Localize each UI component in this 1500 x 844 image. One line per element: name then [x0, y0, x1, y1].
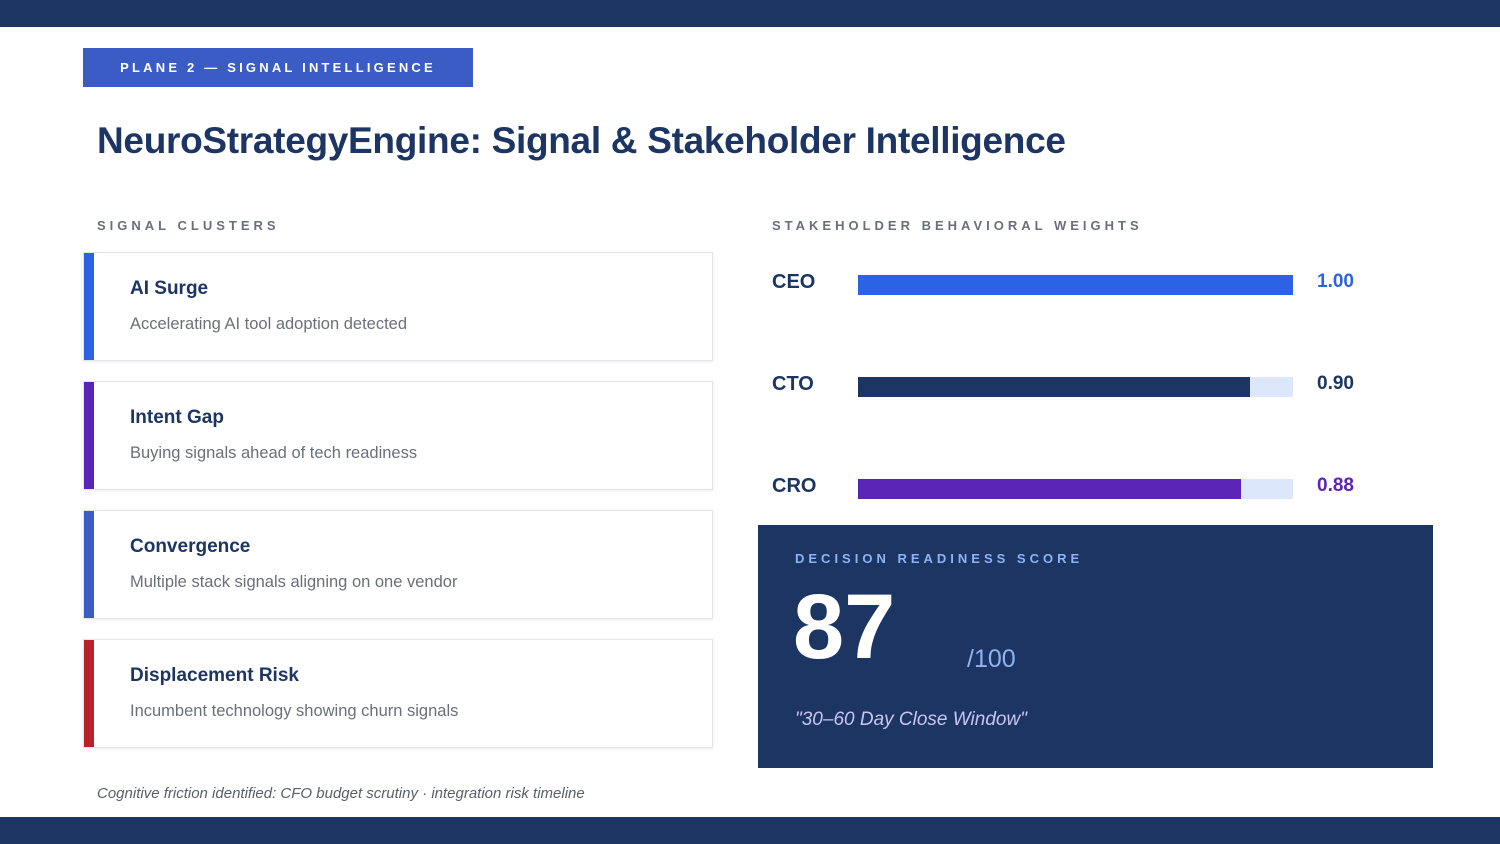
weight-value: 0.90 — [1317, 373, 1354, 394]
page-title: NeuroStrategyEngine: Signal & Stakeholde… — [97, 120, 1066, 161]
cluster-title: Convergence — [130, 536, 251, 557]
readiness-score-max: /100 — [967, 645, 1016, 673]
stakeholder-weights-label: STAKEHOLDER BEHAVIORAL WEIGHTS — [772, 218, 1143, 233]
cluster-card-displacement-risk: Displacement Risk Incumbent technology s… — [83, 639, 713, 748]
cluster-card-intent-gap: Intent Gap Buying signals ahead of tech … — [83, 381, 713, 490]
weight-bar-fill — [858, 479, 1241, 499]
plane-badge: PLANE 2 — SIGNAL INTELLIGENCE — [83, 48, 473, 87]
weight-bar-fill — [858, 377, 1250, 397]
top-bar — [0, 0, 1500, 27]
weight-value: 0.88 — [1317, 475, 1354, 496]
weight-bar-fill — [858, 275, 1293, 295]
weight-value: 1.00 — [1317, 271, 1354, 292]
stakeholder-row-ceo: CEO 1.00 — [772, 271, 1372, 301]
weight-bar-track — [858, 377, 1293, 397]
close-window-quote: "30–60 Day Close Window" — [795, 709, 1027, 730]
cluster-card-ai-surge: AI Surge Accelerating AI tool adoption d… — [83, 252, 713, 361]
cluster-accent — [84, 640, 94, 747]
decision-readiness-panel: DECISION READINESS SCORE 87 /100 "30–60 … — [758, 525, 1433, 768]
readiness-label: DECISION READINESS SCORE — [795, 551, 1084, 566]
stakeholder-role: CRO — [772, 475, 817, 497]
cluster-description: Incumbent technology showing churn signa… — [130, 702, 459, 720]
weight-bar-track — [858, 275, 1293, 295]
weight-bar-track — [858, 479, 1293, 499]
stakeholder-row-cro: CRO 0.88 — [772, 475, 1372, 505]
stakeholder-row-cto: CTO 0.90 — [772, 373, 1372, 403]
bottom-bar — [0, 817, 1500, 844]
cluster-accent — [84, 511, 94, 618]
cluster-description: Buying signals ahead of tech readiness — [130, 444, 418, 462]
cluster-card-convergence: Convergence Multiple stack signals align… — [83, 510, 713, 619]
cluster-description: Accelerating AI tool adoption detected — [130, 315, 408, 333]
cognitive-friction-note: Cognitive friction identified: CFO budge… — [97, 785, 585, 802]
cluster-accent — [84, 382, 94, 489]
stakeholder-role: CTO — [772, 373, 814, 395]
cluster-title: Intent Gap — [130, 407, 224, 428]
cluster-accent — [84, 253, 94, 360]
cluster-title: AI Surge — [130, 278, 209, 299]
stakeholder-role: CEO — [772, 271, 816, 293]
readiness-score: 87 — [793, 576, 896, 678]
signal-clusters-label: SIGNAL CLUSTERS — [97, 218, 280, 233]
cluster-description: Multiple stack signals aligning on one v… — [130, 573, 458, 591]
cluster-title: Displacement Risk — [130, 665, 299, 686]
